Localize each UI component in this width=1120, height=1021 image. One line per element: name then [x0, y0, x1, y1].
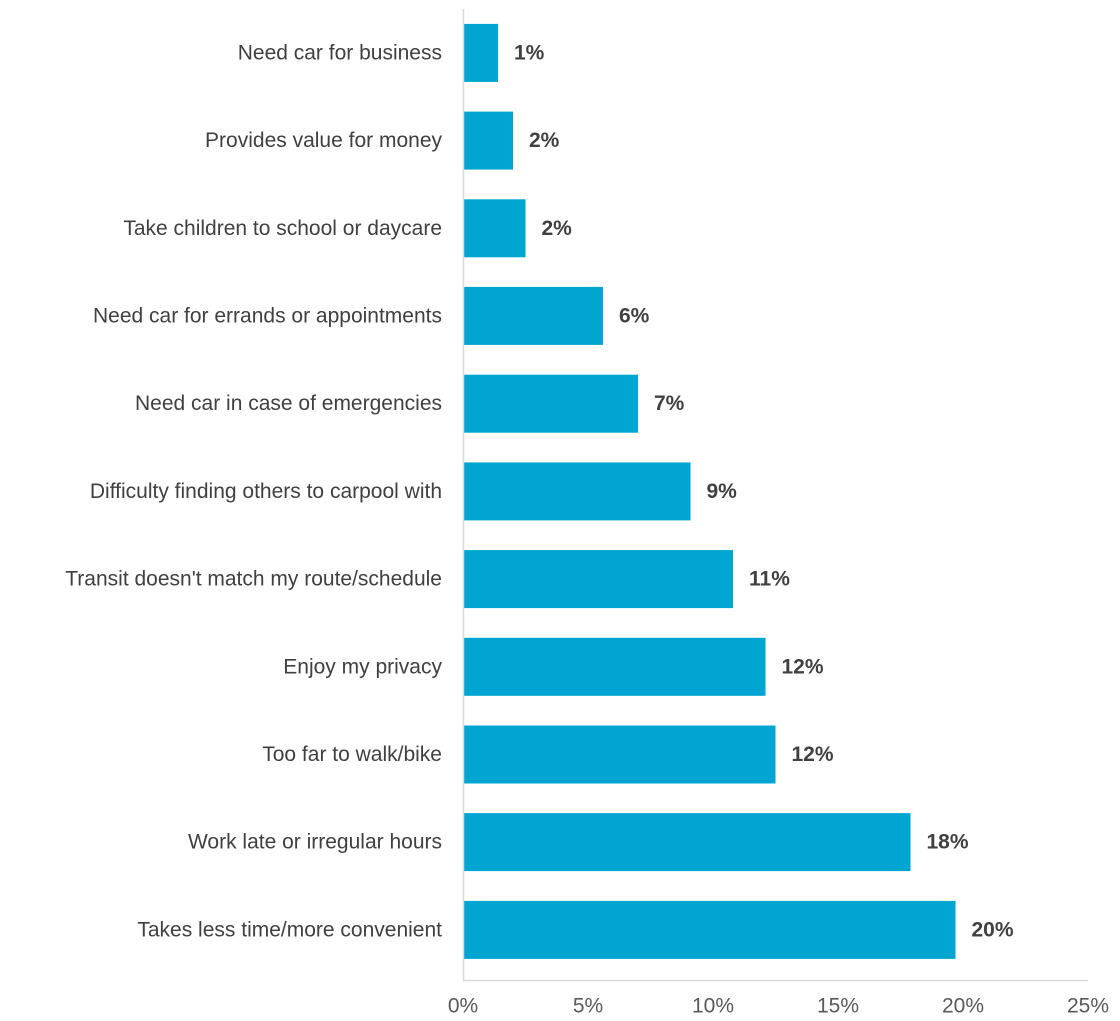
data-label-enjoy-my-privacy: 12%: [782, 655, 824, 678]
labels-layer: Need car for business 1% Provides value fo…: [65, 41, 1109, 1017]
data-label-difficulty-finding-others-to-carpool-with: 9%: [707, 480, 738, 503]
category-label-work-late-or-irregular-hours: Work late or irregular hours: [188, 831, 442, 854]
bar-enjoy-my-privacy: [463, 637, 766, 696]
bar-takes-less-time-more-convenient: [463, 900, 956, 959]
category-label-provides-value-for-money: Provides value for money: [205, 129, 442, 152]
data-label-work-late-or-irregular-hours: 18%: [927, 831, 969, 854]
data-label-transit-doesn-t-match-my-route-schedule: 11%: [749, 568, 790, 591]
x-tick-label: 10%: [692, 995, 734, 1017]
x-tick-label: 20%: [942, 995, 984, 1017]
bar-need-car-in-case-of-emergencies: [463, 374, 638, 433]
category-label-transit-doesn-t-match-my-route-schedule: Transit doesn't match my route/schedule: [65, 568, 442, 591]
bar-too-far-to-walk-bike: [463, 725, 776, 784]
data-label-need-car-for-errands-or-appointments: 6%: [619, 304, 650, 327]
category-label-need-car-for-business: Need car for business: [238, 41, 442, 64]
data-label-too-far-to-walk-bike: 12%: [792, 743, 834, 766]
data-label-need-car-in-case-of-emergencies: 7%: [654, 392, 685, 415]
bar-provides-value-for-money: [463, 111, 513, 170]
data-label-provides-value-for-money: 2%: [529, 129, 560, 152]
category-label-difficulty-finding-others-to-carpool-with: Difficulty finding others to carpool wit…: [90, 480, 442, 503]
x-tick-label: 25%: [1067, 995, 1109, 1017]
bar-work-late-or-irregular-hours: [463, 813, 911, 872]
x-tick-label: 0%: [448, 995, 478, 1017]
data-label-take-children-to-school-or-daycare: 2%: [542, 217, 573, 240]
bar-difficulty-finding-others-to-carpool-with: [463, 462, 691, 521]
data-label-need-car-for-business: 1%: [514, 41, 545, 64]
bar-need-car-for-business: [463, 23, 498, 82]
bar-transit-doesn-t-match-my-route-schedule: [463, 550, 733, 609]
x-tick-label: 5%: [573, 995, 603, 1017]
bar-take-children-to-school-or-daycare: [463, 199, 526, 258]
category-label-need-car-for-errands-or-appointments: Need car for errands or appointments: [93, 304, 442, 327]
category-label-takes-less-time-more-convenient: Takes less time/more convenient: [137, 918, 442, 941]
category-label-need-car-in-case-of-emergencies: Need car in case of emergencies: [135, 392, 442, 415]
data-label-takes-less-time-more-convenient: 20%: [972, 918, 1014, 941]
axis-layer: [462, 9, 1088, 982]
category-label-take-children-to-school-or-daycare: Take children to school or daycare: [123, 217, 442, 240]
category-label-too-far-to-walk-bike: Too far to walk/bike: [262, 743, 442, 766]
bars-layer: [463, 23, 956, 959]
category-label-enjoy-my-privacy: Enjoy my privacy: [283, 655, 442, 678]
bar-need-car-for-errands-or-appointments: [463, 286, 603, 345]
x-tick-label: 15%: [817, 995, 859, 1017]
